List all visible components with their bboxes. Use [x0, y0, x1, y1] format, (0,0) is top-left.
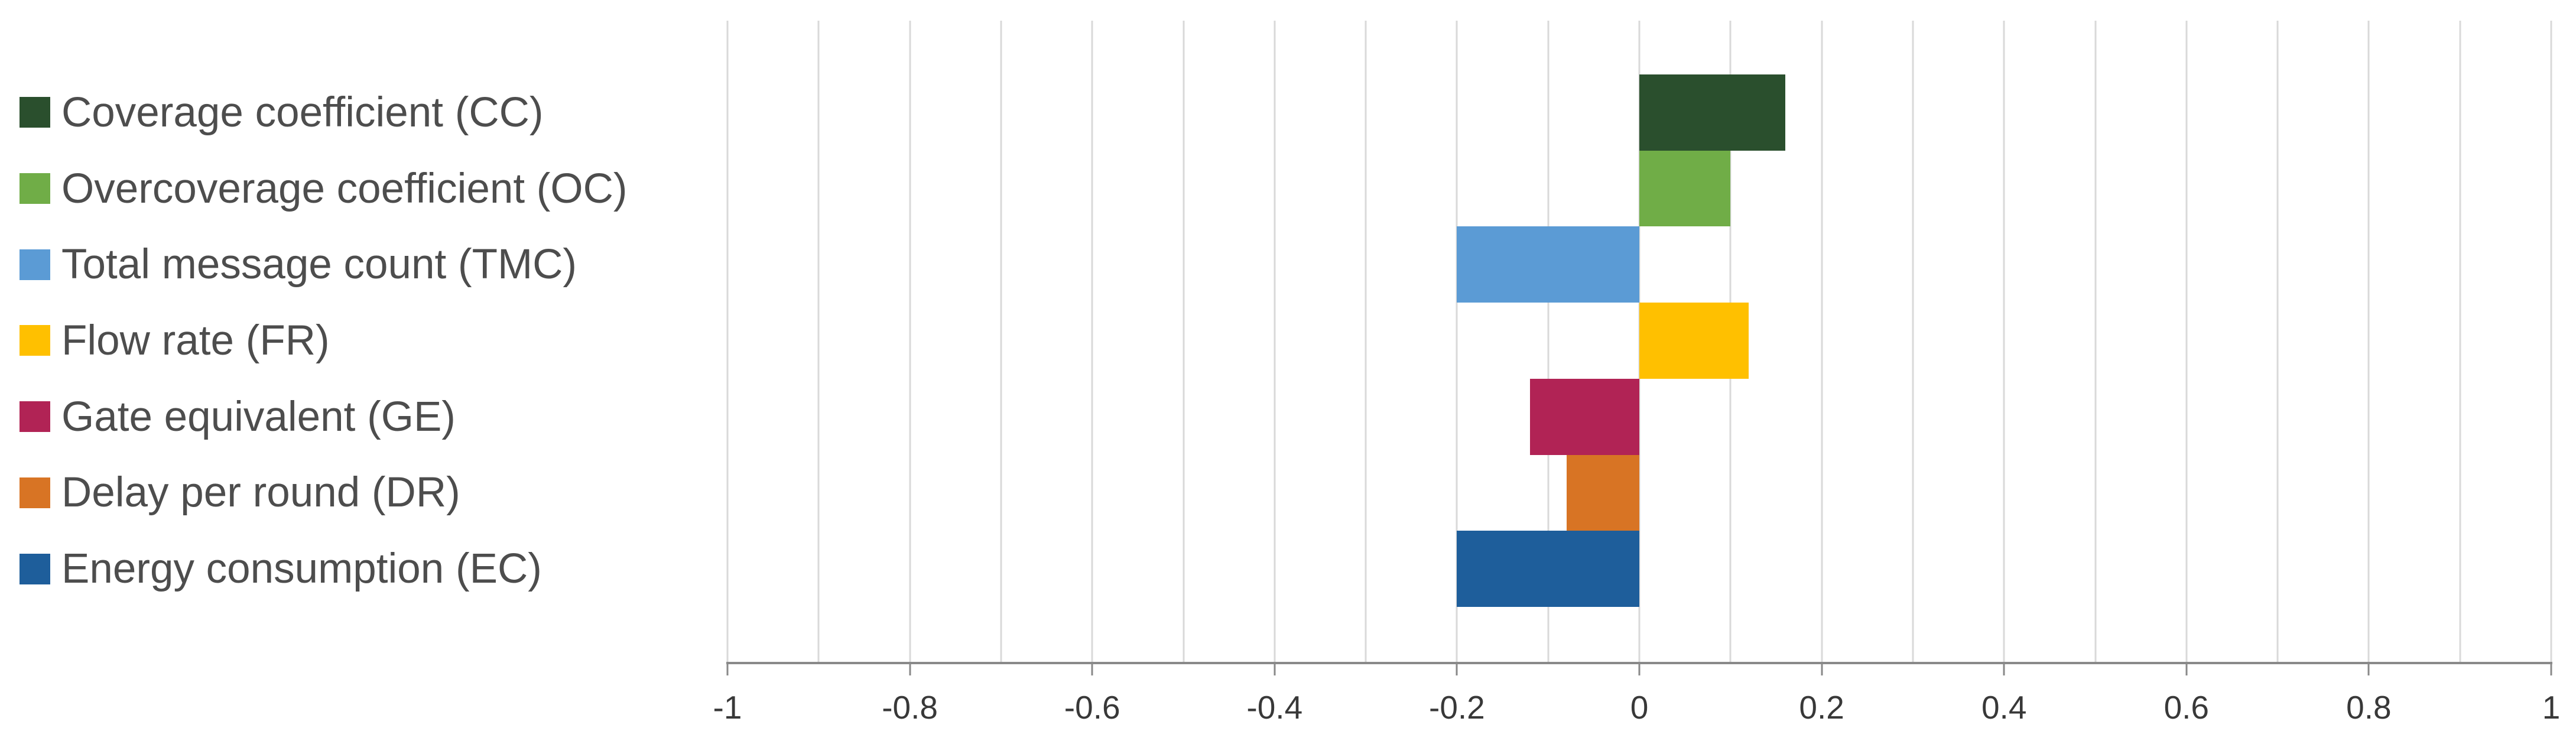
x-axis-tick-label: 0.8: [2346, 689, 2392, 726]
x-axis-tick-label: -1: [713, 689, 742, 726]
gridline: [817, 21, 820, 663]
x-axis-tick: [1821, 663, 1823, 675]
legend-item-delay-per-round-dr: Delay per round (DR): [20, 455, 628, 531]
x-axis-tick-label: -0.4: [1246, 689, 1303, 726]
gridline: [1821, 21, 1823, 663]
bar-gate-equivalent-ge: [1529, 378, 1639, 455]
gridline: [2367, 21, 2370, 663]
x-axis-tick: [2003, 663, 2005, 675]
gridline: [2550, 21, 2552, 663]
legend-swatch: [20, 249, 50, 280]
plot-area: -1 -0.8 -0.6 -0.4 -0.2 0 0.2 0.4 0.6 0.8 1: [713, 21, 2560, 726]
legend-item-gate-equivalent-ge: Gate equivalent (GE): [20, 379, 628, 455]
legend-label: Energy consumption (EC): [61, 545, 542, 593]
bar-energy-consumption-ec: [1457, 531, 1639, 607]
x-axis-tick: [2550, 663, 2552, 675]
x-axis-tick: [1638, 663, 1641, 675]
legend-label: Delay per round (DR): [61, 469, 460, 516]
x-axis-tick-label: 1: [2542, 689, 2561, 726]
legend-swatch: [20, 553, 50, 584]
x-axis-tick-label: -0.6: [1064, 689, 1120, 726]
legend-swatch: [20, 477, 50, 508]
x-axis-tick: [2185, 663, 2188, 675]
legend-swatch: [20, 97, 50, 128]
chart-legend: Coverage coefficient (CC) Overcoverage co…: [20, 74, 628, 607]
gridline: [2276, 21, 2279, 663]
gridline: [2003, 21, 2005, 663]
legend-item-coverage-coefficient-cc: Coverage coefficient (CC): [20, 74, 628, 151]
x-axis-tick: [1456, 663, 1458, 675]
x-axis-tick: [909, 663, 911, 675]
bar-coverage-coefficient-cc: [1639, 74, 1785, 151]
gridline: [1000, 21, 1002, 663]
x-axis-tick-label: 0.4: [1981, 689, 2027, 726]
gridline: [1274, 21, 1276, 663]
x-axis-tick-label: -0.8: [882, 689, 938, 726]
x-axis-tick: [2367, 663, 2370, 675]
x-axis-tick-label: -0.2: [1429, 689, 1485, 726]
bar-total-message-count-tmc: [1457, 226, 1639, 303]
gridline: [1912, 21, 1914, 663]
gridline: [1183, 21, 1184, 663]
legend-swatch: [20, 401, 50, 433]
x-axis-tick: [726, 663, 729, 675]
x-axis-tick-label: 0.2: [1799, 689, 1844, 726]
gridline: [2185, 21, 2188, 663]
legend-label: Total message count (TMC): [61, 241, 577, 288]
legend-label: Flow rate (FR): [61, 317, 330, 364]
bar-delay-per-round-dr: [1566, 454, 1639, 531]
bar-flow-rate-fr: [1639, 303, 1749, 379]
gridline: [1091, 21, 1093, 663]
gridline: [909, 21, 911, 663]
x-axis-tick: [1091, 663, 1093, 675]
x-axis-tick: [1274, 663, 1276, 675]
x-axis-tick-label: 0: [1630, 689, 1649, 726]
legend-item-flow-rate-fr: Flow rate (FR): [20, 303, 628, 379]
legend-item-total-message-count-tmc: Total message count (TMC): [20, 226, 628, 303]
gridline: [1365, 21, 1367, 663]
gridline: [1547, 21, 1550, 663]
legend-label: Gate equivalent (GE): [61, 393, 456, 440]
legend-swatch: [20, 173, 50, 204]
gridline: [2094, 21, 2096, 663]
legend-item-overcoverage-coefficient-oc: Overcoverage coefficient (OC): [20, 151, 628, 227]
legend-item-energy-consumption-ec: Energy consumption (EC): [20, 531, 628, 607]
gridline: [1456, 21, 1458, 663]
bar-overcoverage-coefficient-oc: [1639, 150, 1731, 227]
legend-label: Overcoverage coefficient (OC): [61, 165, 628, 212]
gridline: [726, 21, 729, 663]
x-axis-tick-label: 0.6: [2164, 689, 2210, 726]
legend-swatch: [20, 325, 50, 356]
gridline: [2459, 21, 2461, 663]
legend-label: Coverage coefficient (CC): [61, 89, 544, 136]
